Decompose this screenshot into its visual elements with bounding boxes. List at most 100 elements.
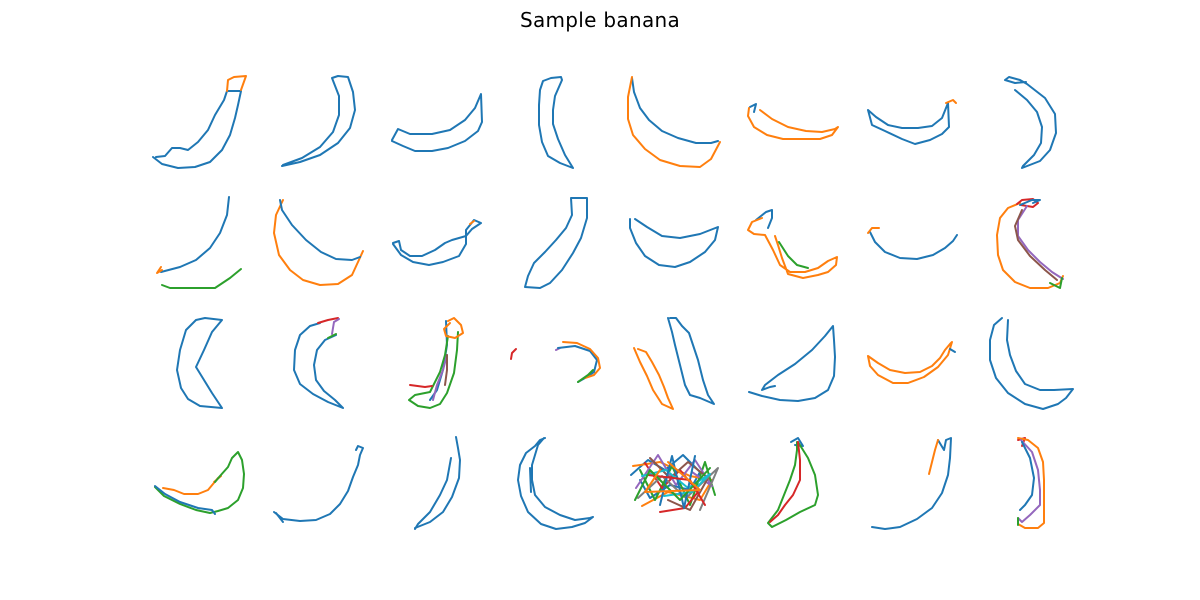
sketch-stroke — [562, 341, 601, 379]
sketch-stroke — [408, 331, 459, 409]
sketch-stroke — [949, 348, 956, 353]
sketch-stroke — [928, 439, 939, 475]
sketch-stroke — [871, 437, 952, 530]
sketch-panel-31 — [871, 437, 952, 530]
sketch-stroke — [524, 197, 588, 289]
sketch-stroke — [154, 485, 216, 515]
sketch-panel-12 — [524, 197, 588, 289]
sketch-stroke — [517, 437, 594, 530]
sketch-stroke — [281, 75, 356, 167]
sketch-panel-4 — [538, 76, 574, 169]
sketch-panel-17 — [176, 317, 223, 409]
sketch-stroke — [414, 457, 452, 530]
sketch-stroke — [391, 93, 483, 152]
sketch-panel-8 — [1004, 76, 1057, 169]
sketch-stroke — [989, 317, 1074, 410]
sketch-stroke — [409, 384, 433, 388]
sketch-stroke — [639, 461, 716, 506]
sketch-panel-16 — [996, 198, 1064, 289]
sketch-stroke — [755, 209, 773, 229]
sketch-stroke — [1019, 441, 1035, 511]
sketch-panel-21 — [633, 317, 715, 410]
sketch-stroke — [945, 99, 957, 104]
sketch-stroke — [747, 217, 838, 279]
sketch-stroke — [747, 107, 839, 140]
sketch-stroke — [469, 220, 475, 225]
sketch-panel-6 — [747, 103, 839, 140]
sketch-stroke — [510, 348, 517, 360]
sketch-stroke — [1017, 439, 1041, 523]
sketch-stroke — [1014, 209, 1058, 281]
sketch-stroke — [627, 76, 721, 168]
sketch-panel-7 — [867, 99, 957, 145]
sketch-stroke — [577, 369, 594, 383]
sketch-panel-28 — [517, 437, 594, 530]
figure-title: Sample banana — [519, 8, 681, 32]
sketch-panel-14 — [747, 209, 838, 279]
sketch-stroke — [1019, 199, 1041, 206]
sketch-panel-27 — [414, 436, 461, 530]
sketch-stroke — [631, 77, 719, 144]
sketch-stroke — [767, 441, 819, 528]
sketch-stroke — [331, 318, 340, 335]
sketch-stroke — [273, 199, 364, 286]
sketch-stroke — [152, 90, 242, 169]
sketch-panel-3 — [391, 93, 483, 152]
sketch-stroke — [634, 467, 711, 501]
sketch-panel-24 — [989, 317, 1074, 410]
sketch-panel-30 — [767, 437, 819, 528]
sketch-stroke — [1049, 277, 1063, 289]
sketch-panel-10 — [273, 199, 364, 286]
sketch-stroke — [996, 202, 1064, 289]
sketch-stroke — [867, 102, 950, 145]
sketch-stroke — [1004, 76, 1057, 169]
sketch-stroke — [162, 475, 222, 495]
sketch-stroke — [667, 317, 715, 405]
sketch-panel-2 — [281, 75, 356, 167]
sketch-panel-19 — [408, 317, 464, 409]
sketch-stroke — [769, 441, 801, 523]
sketch-stroke — [644, 461, 701, 493]
sketch-stroke — [327, 333, 337, 339]
sketch-stroke — [273, 445, 364, 522]
sketch-panel-11 — [392, 219, 482, 266]
sketch-panel-15 — [867, 227, 958, 260]
sketch-stroke — [635, 454, 713, 489]
sketch-panel-26 — [273, 445, 364, 523]
sketch-panel-23 — [867, 341, 956, 384]
sketch-stroke — [749, 103, 757, 113]
sketch-stroke — [293, 322, 344, 409]
sketch-stroke — [161, 268, 242, 289]
sketch-stroke — [629, 218, 719, 268]
sketch-panel-22 — [748, 325, 836, 402]
sketch-panel-32 — [1017, 437, 1045, 529]
sketch-stroke — [275, 512, 284, 523]
sketch-stroke — [317, 317, 339, 324]
sketch-panel-13 — [629, 218, 719, 268]
sketch-stroke — [867, 341, 953, 384]
sketch-stroke — [443, 317, 464, 339]
sketch-panel-29 — [630, 454, 719, 513]
sketch-stroke — [154, 451, 245, 514]
sketch-stroke — [778, 241, 809, 269]
sketch-panel-25 — [154, 451, 245, 515]
sketch-panel-9 — [156, 196, 242, 289]
sketch-panel-20 — [510, 341, 601, 383]
sketch-stroke — [156, 266, 163, 274]
sketch-stroke — [529, 467, 532, 493]
sketch-stroke — [867, 227, 880, 234]
sketch-stroke — [176, 317, 223, 409]
sketch-stroke — [160, 196, 230, 273]
sketch-stroke — [633, 347, 674, 410]
sketch-panel-18 — [293, 317, 344, 409]
sketch-stroke — [1017, 205, 1064, 280]
sketch-panel-1 — [152, 75, 247, 169]
sketch-stroke — [392, 219, 482, 266]
sketch-stroke — [414, 436, 461, 529]
sketch-panel-5 — [627, 76, 721, 168]
sketch-stroke — [444, 354, 448, 386]
sketch-stroke — [1017, 437, 1045, 529]
sketch-stroke — [279, 199, 361, 261]
sketch-stroke — [226, 75, 247, 92]
